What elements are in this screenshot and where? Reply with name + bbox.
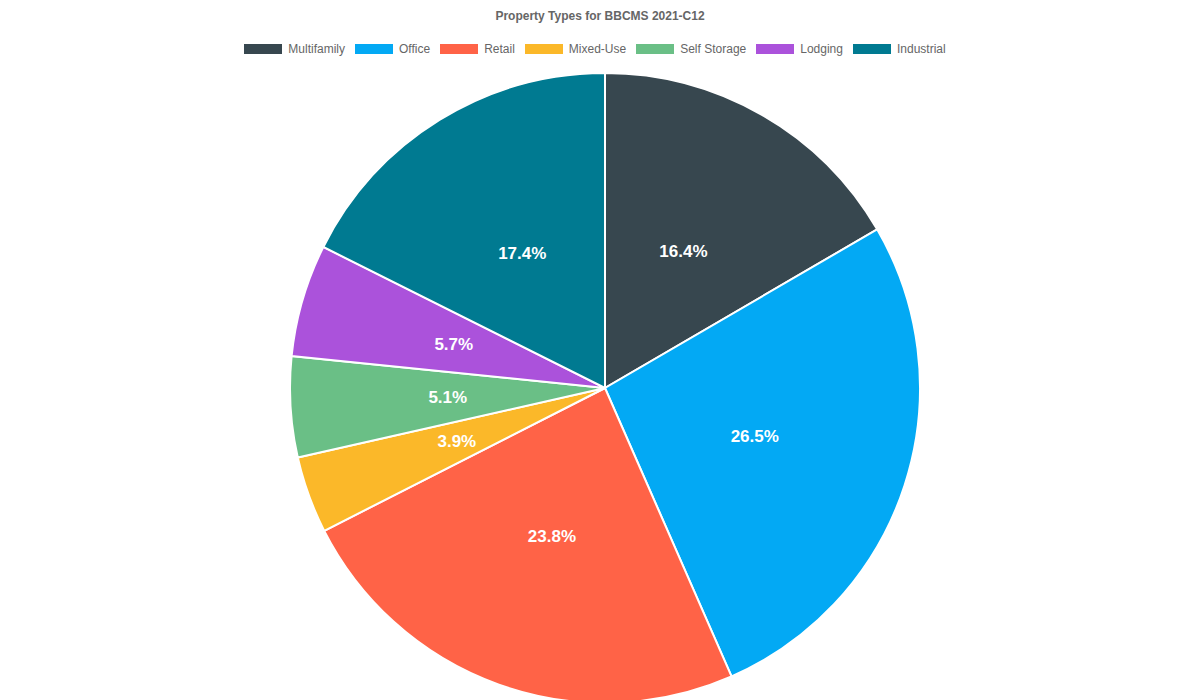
svg-text:23.8%: 23.8% <box>528 527 576 546</box>
html-text:Industrial: Industrial <box>897 42 946 56</box>
html-text:Property Types for BBCMS 2021-: Property Types for BBCMS 2021-C12 <box>495 9 705 23</box>
svg-text:26.5%: 26.5% <box>731 427 779 446</box>
html-text:Lodging: Lodging <box>800 42 843 56</box>
svg-text:5.1%: 5.1% <box>428 388 467 407</box>
svg-text:16.4%: 16.4% <box>659 242 707 261</box>
svg-text:17.4%: 17.4% <box>498 244 546 263</box>
html-text:Self Storage: Self Storage <box>680 42 747 56</box>
svg-text:3.9%: 3.9% <box>437 432 476 451</box>
html-text:Retail: Retail <box>484 42 515 56</box>
html-text:Multifamily: Multifamily <box>288 42 345 56</box>
html-text:Mixed-Use: Mixed-Use <box>568 42 627 56</box>
svg-text:5.7%: 5.7% <box>434 335 473 354</box>
html-text:Office: Office <box>399 42 431 56</box>
